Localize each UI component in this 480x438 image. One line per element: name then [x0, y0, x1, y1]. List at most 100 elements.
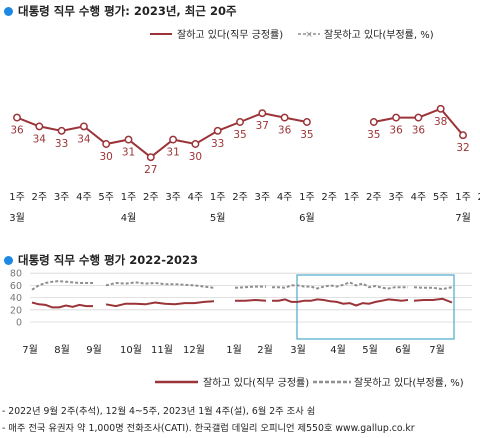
- y-tick-label: 80: [10, 269, 22, 280]
- positive-trend-line: [235, 298, 267, 302]
- week-tick-label: 3주: [54, 192, 70, 203]
- positive-data-label: 31: [122, 147, 135, 159]
- week-tick-label: 2주: [232, 192, 248, 203]
- week-tick-label: 4주: [277, 192, 293, 203]
- chart2-title: 대통령 직무 수행 평가 2022-2023: [4, 252, 198, 268]
- x-month-label: 11월: [151, 344, 173, 356]
- week-tick-label: 4주: [188, 192, 204, 203]
- positive-point-marker: [436, 104, 445, 113]
- chart1-svg: 잘하고 있다(직무 긍정률)×잘못하고 있다(부정률, %)×55×58×60×…: [9, 28, 480, 224]
- positive-point-marker: [302, 118, 311, 126]
- positive-data-label: 36: [278, 125, 292, 137]
- week-tick-label: 1주: [121, 192, 137, 203]
- positive-trend-line: [272, 298, 409, 307]
- month-label: 4월: [121, 212, 137, 224]
- month-label: 3월: [9, 212, 25, 224]
- positive-data-label: 36: [412, 125, 426, 137]
- positive-data-label: 32: [456, 142, 469, 154]
- positive-data-label: 30: [189, 151, 202, 163]
- positive-point-marker: [191, 140, 200, 148]
- legend-negative-label: 잘못하고 있다(부정률, %): [354, 376, 464, 389]
- positive-trend-line: [31, 301, 93, 309]
- positive-trend-line: [105, 300, 215, 308]
- positive-point-marker: [280, 113, 289, 122]
- week-tick-label: 2주: [321, 192, 337, 203]
- positive-point-marker: [57, 126, 66, 135]
- positive-data-label: 36: [389, 125, 403, 137]
- negative-trend-line: [234, 285, 266, 289]
- y-tick-label: 20: [10, 305, 22, 316]
- week-tick-label: 2주: [478, 192, 480, 203]
- positive-data-label: 33: [211, 138, 224, 150]
- x-month-label: 3월: [290, 344, 306, 356]
- recent-20-weeks-box: [296, 274, 455, 340]
- month-label: 6월: [299, 212, 315, 224]
- negative-trend-line: [31, 280, 93, 291]
- positive-point-marker: [35, 122, 44, 131]
- positive-point-marker: [459, 131, 467, 140]
- bullet-dot-icon: [4, 7, 13, 16]
- positive-data-label: 34: [77, 133, 91, 145]
- positive-point-marker: [236, 118, 244, 126]
- week-tick-label: 3주: [165, 192, 181, 203]
- positive-trend-line: [413, 297, 453, 304]
- week-tick-label: 4주: [411, 192, 427, 203]
- week-tick-label: 2주: [366, 192, 382, 203]
- week-tick-label: 2주: [32, 192, 48, 203]
- week-tick-label: 1주: [344, 192, 360, 203]
- negative-trend-line: [413, 286, 453, 291]
- x-month-label: 6월: [395, 344, 411, 356]
- x-month-label: 10월: [120, 344, 142, 356]
- positive-point-marker: [213, 126, 222, 135]
- x-month-label: 8월: [54, 344, 70, 356]
- positive-point-marker: [13, 113, 21, 122]
- positive-point-marker: [79, 122, 88, 131]
- negative-trend-line: [272, 281, 408, 290]
- positive-point-marker: [258, 109, 267, 118]
- week-tick-label: 1주: [210, 192, 226, 203]
- week-tick-label: 1주: [299, 192, 315, 203]
- positive-data-label: 35: [233, 129, 246, 141]
- bullet-dot-icon: [4, 256, 13, 265]
- positive-point-marker: [369, 118, 378, 126]
- week-tick-label: 3주: [255, 192, 271, 203]
- week-tick-label: 1주: [9, 192, 25, 203]
- x-month-label: 7월: [22, 344, 38, 356]
- positive-data-label: 33: [55, 138, 68, 150]
- week-tick-label: 2주: [143, 192, 159, 203]
- footnote-1: - 2022년 9월 2주(추석), 12월 4~5주, 2023년 1월 4주…: [2, 406, 316, 417]
- x-month-label: 12월: [183, 344, 205, 356]
- positive-data-label: 38: [434, 116, 447, 128]
- x-month-label: 9월: [86, 344, 102, 356]
- month-label: 7월: [455, 212, 471, 224]
- week-tick-label: 5주: [98, 192, 114, 203]
- footnote-2: - 매주 전국 유권자 약 1,000명 전화조사(CATI). 한국갤럽 데일…: [2, 423, 415, 434]
- positive-point-marker: [414, 113, 423, 122]
- x-month-label: 5월: [362, 344, 378, 356]
- positive-data-label: 35: [367, 129, 380, 141]
- legend-negative-label: 잘못하고 있다(부정률, %): [324, 28, 434, 41]
- positive-data-label: 36: [10, 125, 24, 137]
- negative-trend-line: [105, 281, 215, 289]
- x-month-label: 7월: [429, 344, 445, 356]
- x-month-label: 1월: [226, 344, 242, 356]
- positive-point-marker: [169, 135, 178, 144]
- positive-data-label: 27: [144, 164, 157, 176]
- week-tick-label: 5주: [433, 192, 449, 203]
- legend-positive-label: 잘하고 있다(직무 긍정률): [177, 28, 283, 41]
- legend-negative-marker: ×: [305, 30, 313, 40]
- week-tick-label: 4주: [76, 192, 92, 203]
- positive-data-label: 31: [166, 147, 179, 159]
- positive-point-marker: [146, 153, 155, 162]
- positive-point-marker: [392, 113, 401, 122]
- positive-data-label: 35: [300, 129, 313, 141]
- week-tick-label: 3주: [388, 192, 404, 203]
- positive-data-label: 37: [256, 120, 269, 132]
- y-tick-label: 0: [16, 318, 22, 329]
- y-tick-label: 40: [10, 293, 22, 304]
- y-tick-label: 60: [10, 281, 22, 292]
- positive-point-marker: [102, 140, 111, 148]
- positive-data-label: 30: [100, 151, 113, 163]
- x-month-label: 2월: [257, 344, 273, 356]
